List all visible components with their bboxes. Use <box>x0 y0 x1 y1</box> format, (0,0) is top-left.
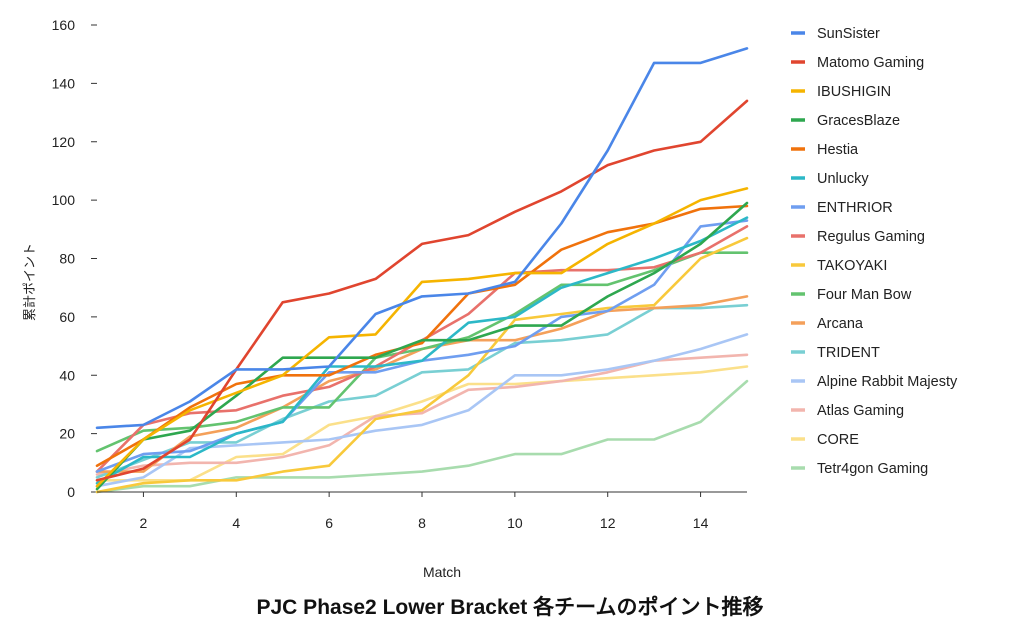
legend-item: Arcana <box>791 316 864 332</box>
legend-label: Tetr4gon Gaming <box>817 461 928 477</box>
legend-item: ENTHRIOR <box>791 200 893 216</box>
legend-label: TRIDENT <box>817 345 880 361</box>
legend-label: Arcana <box>817 316 864 332</box>
legend-label: Regulus Gaming <box>817 229 925 245</box>
legend-item: IBUSHIGIN <box>791 84 891 100</box>
legend-item: Atlas Gaming <box>791 403 904 419</box>
y-axis-title: 累計ポイント <box>22 243 37 321</box>
series-lines <box>95 47 749 494</box>
y-tick-label: 60 <box>59 309 75 325</box>
x-tick-label: 8 <box>418 515 426 531</box>
x-axis-title: Match <box>423 564 461 580</box>
y-tick-label: 0 <box>67 484 75 500</box>
series-line-tetr4gon-gaming <box>95 379 749 494</box>
legend-item: Unlucky <box>791 171 869 187</box>
legend-item: GracesBlaze <box>791 113 900 129</box>
legend-label: Four Man Bow <box>817 287 912 303</box>
y-tick-label: 40 <box>59 367 75 383</box>
x-axis-ticks: 2 4 6 8 10 12 14 <box>140 492 709 531</box>
series-line-arcana <box>95 295 749 473</box>
legend-label: Matomo Gaming <box>817 55 924 71</box>
y-axis-ticks: 0 20 40 60 80 100 120 140 160 <box>52 17 97 500</box>
legend-label: Alpine Rabbit Majesty <box>817 374 958 390</box>
chart-title: PJC Phase2 Lower Bracket 各チームのポイント推移 <box>257 595 764 619</box>
legend-label: TAKOYAKI <box>817 258 887 274</box>
legend-item: TRIDENT <box>791 345 880 361</box>
legend-item: Alpine Rabbit Majesty <box>791 374 958 390</box>
series-line-ibushigin <box>95 187 749 488</box>
x-tick-label: 10 <box>507 515 523 531</box>
legend-item: Hestia <box>791 142 859 158</box>
series-line-gracesblaze <box>95 201 749 491</box>
x-tick-label: 6 <box>325 515 333 531</box>
legend-label: IBUSHIGIN <box>817 84 891 100</box>
legend-item: CORE <box>791 432 859 448</box>
legend-item: Matomo Gaming <box>791 55 924 71</box>
legend-item: SunSister <box>791 26 880 42</box>
legend: SunSister Matomo Gaming IBUSHIGIN GracesBla… <box>791 26 958 477</box>
legend-label: SunSister <box>817 26 880 42</box>
series-line-core <box>95 365 749 482</box>
y-tick-label: 160 <box>52 17 76 33</box>
x-tick-label: 14 <box>693 515 709 531</box>
series-line-unlucky <box>95 216 749 485</box>
legend-item: TAKOYAKI <box>791 258 887 274</box>
legend-label: Hestia <box>817 142 859 158</box>
y-tick-label: 120 <box>52 134 76 150</box>
legend-item: Four Man Bow <box>791 287 912 303</box>
series-line-sunsister <box>95 47 749 430</box>
x-tick-label: 4 <box>232 515 240 531</box>
y-tick-label: 100 <box>52 192 76 208</box>
series-line-alpine-rabbit-majesty <box>95 333 749 488</box>
legend-item: Regulus Gaming <box>791 229 925 245</box>
series-line-trident <box>95 303 749 479</box>
y-tick-label: 20 <box>59 426 75 442</box>
x-tick-label: 12 <box>600 515 616 531</box>
legend-label: GracesBlaze <box>817 113 900 129</box>
legend-label: CORE <box>817 432 859 448</box>
series-line-takoyaki <box>95 236 749 494</box>
legend-label: Unlucky <box>817 171 869 187</box>
legend-label: ENTHRIOR <box>817 200 893 216</box>
series-line-hestia <box>95 204 749 468</box>
series-line-four-man-bow <box>95 251 749 453</box>
series-line-matomo-gaming <box>95 99 749 482</box>
legend-label: Atlas Gaming <box>817 403 904 419</box>
y-tick-label: 140 <box>52 75 76 91</box>
x-tick-label: 2 <box>140 515 148 531</box>
y-tick-label: 80 <box>59 251 75 267</box>
legend-item: Tetr4gon Gaming <box>791 461 928 477</box>
